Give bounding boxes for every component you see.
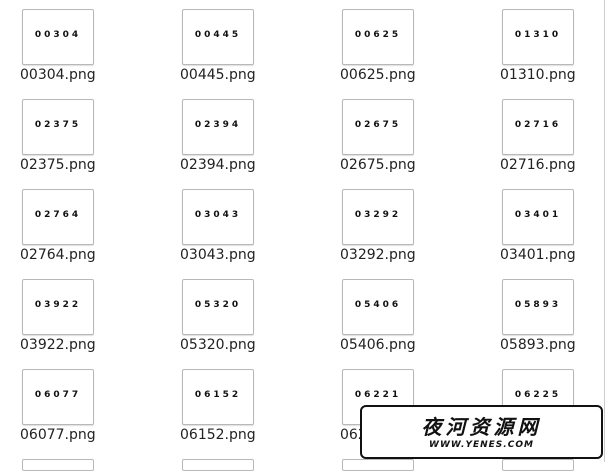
file-name: 06077.png [20,427,96,443]
file-name: 03292.png [340,247,416,263]
thumbnail-code: 03922 [34,300,82,310]
thumbnail: 03922 [22,279,94,335]
thumbnail: 03043 [182,189,254,245]
thumbnail-code: 03401 [514,210,562,220]
thumbnail: 00304 [22,9,94,65]
file-name: 03401.png [500,247,576,263]
file-name: 02716.png [500,157,576,173]
thumbnail: 02716 [502,99,574,155]
thumbnail: 05406 [342,279,414,335]
thumbnail: 01310 [502,9,574,65]
thumbnail: 03292 [342,189,414,245]
thumbnail-code: 06225 [514,390,562,400]
thumbnail: 06077 [22,369,94,425]
file-name: 00304.png [20,67,96,83]
thumbnail: 05320 [182,279,254,335]
file-name: 02764.png [20,247,96,263]
thumbnail-code: 01310 [514,30,562,40]
thumbnail: 06152 [182,369,254,425]
file-name: 02375.png [20,157,96,173]
file-name: 03043.png [180,247,256,263]
scroll-edge [604,0,605,462]
thumbnail-partial [182,459,254,471]
watermark-title: 夜河资源网 [421,415,542,439]
thumbnail: 03401 [502,189,574,245]
thumbnail-partial [502,459,574,471]
watermark: 夜河资源网 WWW.YENES.COM [360,405,603,459]
thumbnail-code: 02375 [34,120,82,130]
thumbnail: 00445 [182,9,254,65]
thumbnail-code: 00625 [354,30,402,40]
thumbnail-code: 05406 [354,300,402,310]
thumbnail-partial [22,459,94,471]
thumbnail-code: 00445 [194,30,242,40]
thumbnail-code: 02764 [34,210,82,220]
thumbnail-code: 06077 [34,390,82,400]
thumbnail-partial [342,459,414,471]
thumbnail-code: 02716 [514,120,562,130]
file-name: 00445.png [180,67,256,83]
file-name: 02394.png [180,157,256,173]
thumbnail-code: 05320 [194,300,242,310]
file-name: 02675.png [340,157,416,173]
file-name: 05893.png [500,337,576,353]
file-name: 03922.png [20,337,96,353]
thumbnail: 02394 [182,99,254,155]
file-name: 00625.png [340,67,416,83]
thumbnail-code: 05893 [514,300,562,310]
file-name: 06152.png [180,427,256,443]
thumbnail-code: 03292 [354,210,402,220]
file-name: 05406.png [340,337,416,353]
thumbnail-code: 00304 [34,30,82,40]
thumbnail: 00625 [342,9,414,65]
watermark-url: WWW.YENES.COM [429,440,534,450]
thumbnail: 02375 [22,99,94,155]
file-name: 05320.png [180,337,256,353]
thumbnail: 05893 [502,279,574,335]
thumbnail-code: 03043 [194,210,242,220]
thumbnail: 02764 [22,189,94,245]
thumbnail: 02675 [342,99,414,155]
thumbnail-code: 06152 [194,390,242,400]
thumbnail-code: 02675 [354,120,402,130]
thumbnail-code: 06221 [354,390,402,400]
file-name: 01310.png [500,67,576,83]
thumbnail-code: 02394 [194,120,242,130]
